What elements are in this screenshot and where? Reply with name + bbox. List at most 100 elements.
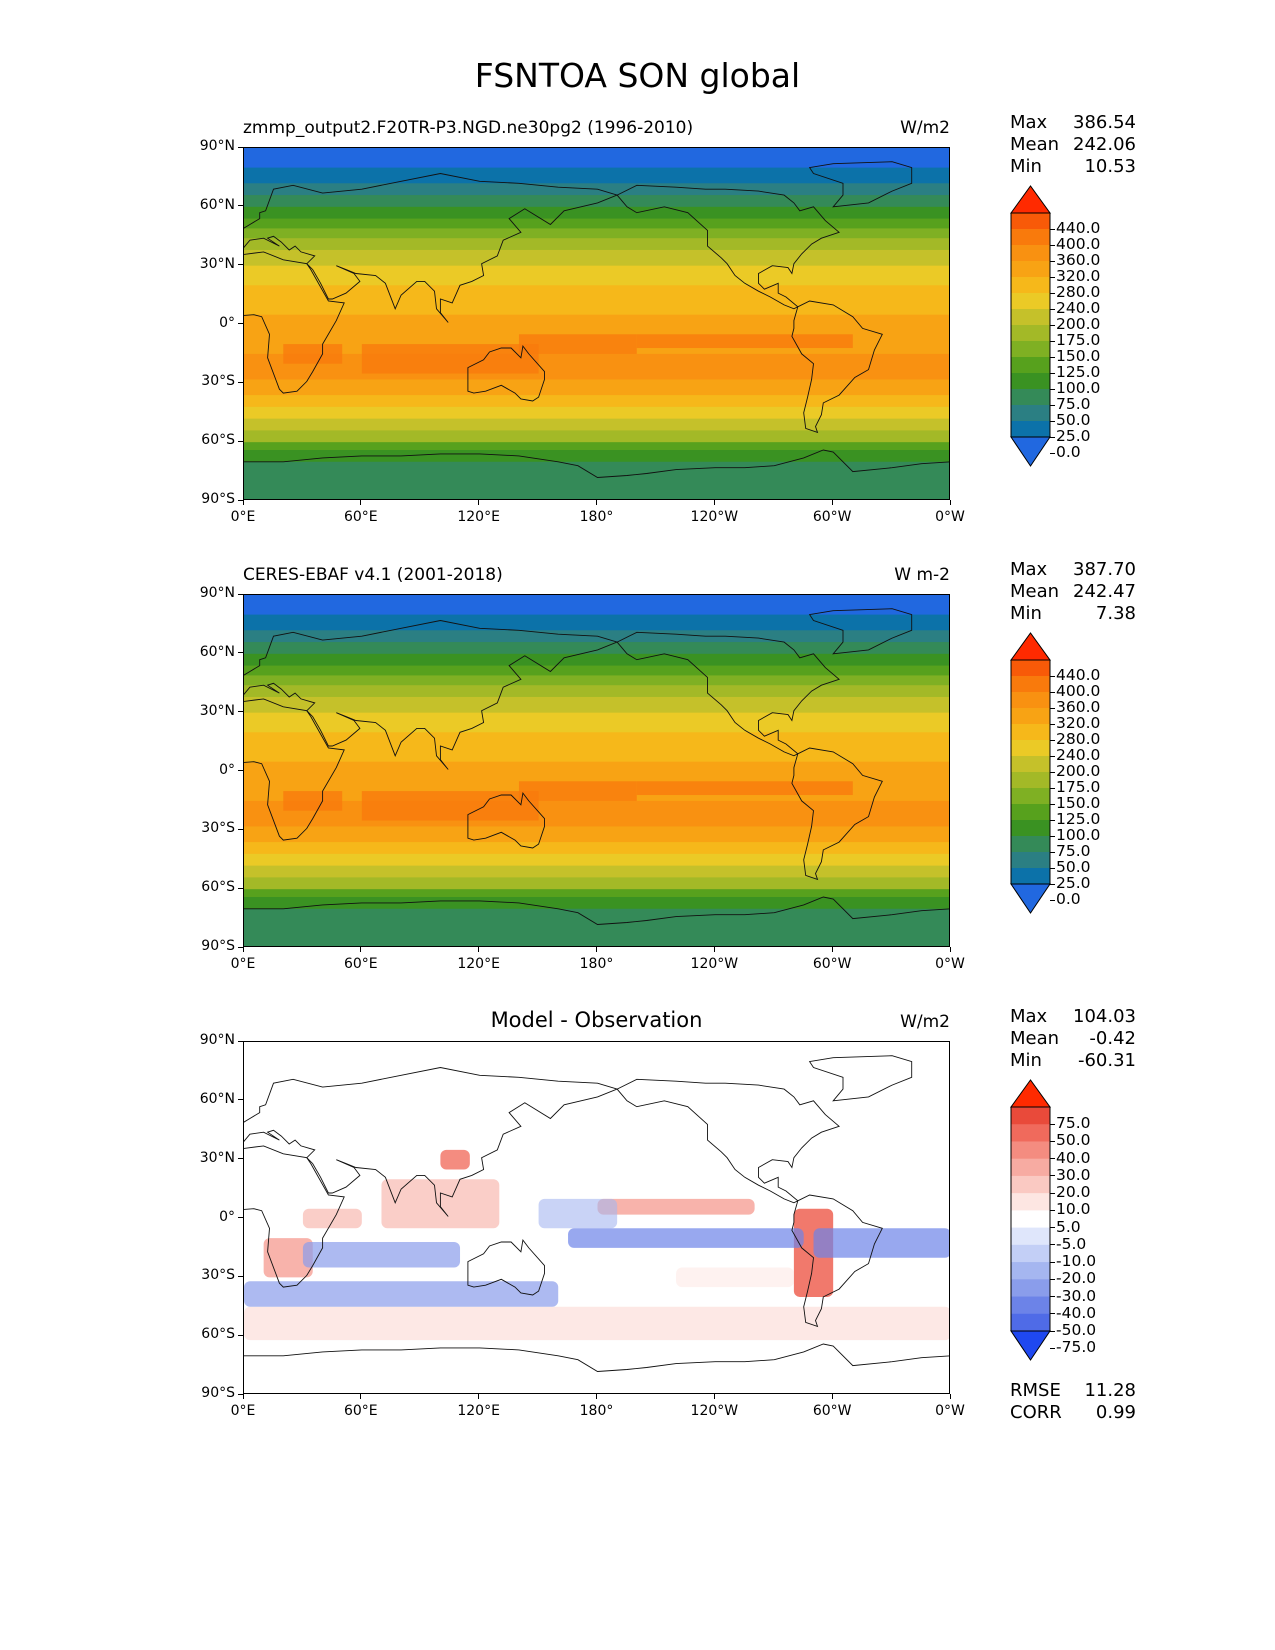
colorbar-level-label: 280.0 xyxy=(1056,283,1101,301)
antarctica-coast xyxy=(244,1343,949,1372)
y-tick-label: 90°S xyxy=(201,938,235,954)
south-america-outline xyxy=(791,747,883,881)
colorbar-level-label: 200.0 xyxy=(1056,315,1101,333)
x-tick-mark xyxy=(949,947,951,952)
stat-min: Min 10.53 xyxy=(1010,156,1136,178)
north-america-outline xyxy=(616,184,841,310)
colorbar-tick xyxy=(1050,1244,1055,1246)
colorbar-segment xyxy=(1011,373,1050,390)
colorbar-segment xyxy=(1011,1262,1050,1280)
field-band xyxy=(244,206,949,220)
eurasia-outline xyxy=(244,1067,619,1217)
colorbar-level-label: -75.0 xyxy=(1056,1338,1097,1357)
field-band xyxy=(244,665,949,676)
stat-min-label: Min xyxy=(1010,603,1042,624)
panel-title: CERES-EBAF v4.1 (2001-2018) xyxy=(243,565,503,585)
map-plot xyxy=(243,594,950,947)
south-america-outline xyxy=(791,1194,883,1328)
field-band xyxy=(244,800,949,827)
colorbar-tick xyxy=(1050,1158,1055,1160)
x-tick-label: 180° xyxy=(579,509,614,525)
colorbar-tick xyxy=(1050,404,1055,406)
colorbar-tick xyxy=(1050,244,1055,246)
colorbar-segment xyxy=(1011,341,1050,358)
colorbar-tick xyxy=(1050,324,1055,326)
y-tick-mark xyxy=(238,1099,243,1101)
colorbar-tick xyxy=(1050,276,1055,278)
stat-mean-value: 242.47 xyxy=(1073,581,1136,602)
colorbar-level-label: 75.0 xyxy=(1056,1114,1091,1133)
field-patch xyxy=(244,1281,559,1307)
field-patch xyxy=(597,1198,755,1215)
stat-max-label: Max xyxy=(1010,1006,1048,1027)
y-tick-mark xyxy=(238,146,243,148)
colorbar-level-label: 125.0 xyxy=(1056,363,1101,381)
y-tick-label: 60°N xyxy=(199,196,235,213)
x-tick-label: 0°E xyxy=(230,1403,256,1419)
x-tick-mark xyxy=(242,500,244,505)
stat-mean-label: Mean xyxy=(1010,581,1060,602)
colorbar-tick xyxy=(1050,883,1055,885)
colorbar-level-label: 200.0 xyxy=(1056,762,1101,780)
metric-rmse-value: 11.28 xyxy=(1084,1380,1136,1401)
colorbar-tick xyxy=(1050,899,1055,901)
field-band xyxy=(244,461,949,499)
stat-max: Max 386.54 xyxy=(1010,112,1136,134)
colorbar-tick xyxy=(1050,707,1055,709)
africa-outline xyxy=(244,698,345,841)
field-patch xyxy=(361,791,539,821)
x-tick-mark xyxy=(360,1394,362,1399)
y-tick-mark xyxy=(238,264,243,266)
colorbar-level-label: -40.0 xyxy=(1056,1303,1097,1322)
colorbar-tick xyxy=(1050,1330,1055,1332)
field-band xyxy=(244,285,949,316)
y-tick-mark xyxy=(238,887,243,889)
stat-mean-value: -0.42 xyxy=(1089,1028,1136,1049)
colorbar-level-label: 125.0 xyxy=(1056,810,1101,828)
field-band xyxy=(244,732,949,763)
colorbar-tick xyxy=(1050,420,1055,422)
y-tick-label: 90°N xyxy=(199,1032,235,1048)
colorbar-segment xyxy=(1011,309,1050,326)
stat-max-value: 386.54 xyxy=(1073,112,1136,133)
field-band xyxy=(244,595,949,616)
stat-min: Min 7.38 xyxy=(1010,603,1136,625)
y-tick-label: 0° xyxy=(219,1208,235,1225)
colorbar-segment xyxy=(1011,1210,1050,1229)
colorbar-tick xyxy=(1050,787,1055,789)
map-canvas xyxy=(244,148,949,499)
colorbar-segment xyxy=(1011,1158,1050,1177)
colorbar xyxy=(1010,1079,1051,1361)
panel-units: W/m2 xyxy=(900,1012,950,1032)
x-tick-label: 60°E xyxy=(343,956,378,972)
x-tick-label: 180° xyxy=(579,956,614,972)
y-tick-mark xyxy=(238,1275,243,1277)
y-tick-label: 0° xyxy=(219,761,235,778)
field-band xyxy=(244,908,949,946)
colorbar-segment xyxy=(1011,852,1050,869)
field-band xyxy=(244,889,949,898)
colorbar-tick xyxy=(1050,1261,1055,1263)
y-tick-label: 60°N xyxy=(199,1090,235,1107)
stat-mean-label: Mean xyxy=(1010,1028,1060,1049)
north-america-outline xyxy=(616,1078,841,1204)
colorbar xyxy=(1010,632,1051,914)
colorbar-level-label: 50.0 xyxy=(1056,411,1091,429)
field-band xyxy=(244,653,949,667)
colorbar-level-label: 30.0 xyxy=(1056,1165,1091,1184)
colorbar-tick xyxy=(1050,851,1055,853)
colorbar-segment xyxy=(1011,676,1050,693)
x-tick-mark xyxy=(713,500,715,505)
colorbar-segment xyxy=(1011,836,1050,853)
x-tick-mark xyxy=(596,500,597,505)
colorbar-extend-max xyxy=(1010,185,1051,214)
colorbar-level-label: 360.0 xyxy=(1056,698,1101,716)
x-tick-label: 60°W xyxy=(812,956,852,972)
field-band xyxy=(244,418,949,431)
colorbar-level-label: 320.0 xyxy=(1056,714,1101,732)
field-band xyxy=(244,877,949,890)
colorbar-tick xyxy=(1050,1209,1055,1211)
colorbar-segment xyxy=(1011,692,1050,709)
x-tick-mark xyxy=(831,947,833,952)
stats-block: Max 387.70 Mean 242.47 Min 7.38 xyxy=(1010,559,1136,625)
